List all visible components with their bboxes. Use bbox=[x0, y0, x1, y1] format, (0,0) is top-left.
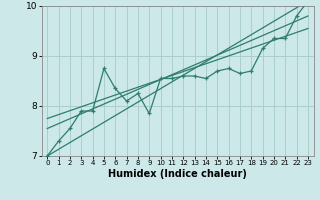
X-axis label: Humidex (Indice chaleur): Humidex (Indice chaleur) bbox=[108, 169, 247, 179]
